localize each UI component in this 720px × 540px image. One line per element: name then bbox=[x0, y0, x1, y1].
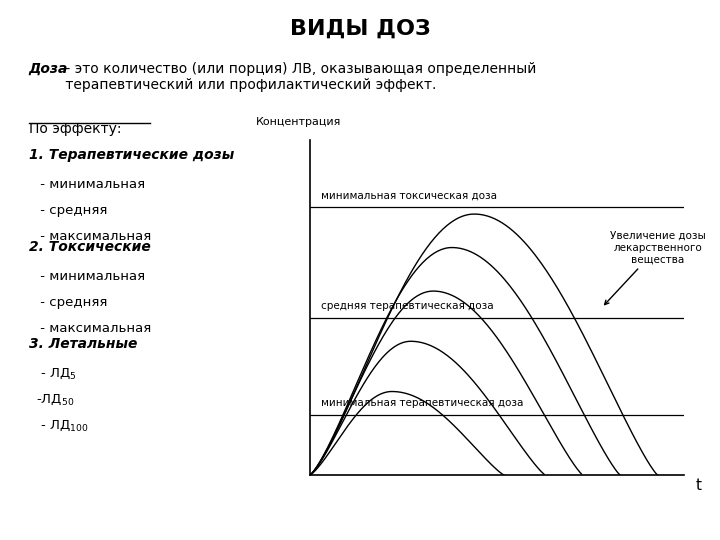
Text: минимальная токсическая доза: минимальная токсическая доза bbox=[321, 191, 497, 201]
Text: По эффекту:: По эффекту: bbox=[29, 122, 121, 136]
Text: средняя терапевтическая доза: средняя терапевтическая доза bbox=[321, 301, 493, 311]
Text: Доза: Доза bbox=[29, 62, 68, 76]
Text: - максимальная: - максимальная bbox=[36, 230, 151, 243]
Text: - минимальная: - минимальная bbox=[36, 270, 145, 283]
Text: - минимальная: - минимальная bbox=[36, 178, 145, 191]
Text: минимальная терапевтическая доза: минимальная терапевтическая доза bbox=[321, 398, 523, 408]
Text: 3. Летальные: 3. Летальные bbox=[29, 338, 138, 352]
Text: 1. Терапевтические дозы: 1. Терапевтические дозы bbox=[29, 148, 234, 163]
Text: - ЛД$_{100}$: - ЛД$_{100}$ bbox=[36, 419, 89, 433]
Text: -ЛД$_{50}$: -ЛД$_{50}$ bbox=[36, 393, 74, 407]
Text: Увеличение дозы
лекарственного
вещества: Увеличение дозы лекарственного вещества bbox=[605, 231, 706, 305]
Text: 2. Токсические: 2. Токсические bbox=[29, 240, 150, 254]
Text: - это количество (или порция) ЛВ, оказывающая определенный
 терапевтический или : - это количество (или порция) ЛВ, оказыв… bbox=[61, 62, 536, 92]
Text: - средняя: - средняя bbox=[36, 296, 107, 309]
Text: ВИДЫ ДОЗ: ВИДЫ ДОЗ bbox=[289, 19, 431, 39]
Text: - средняя: - средняя bbox=[36, 204, 107, 217]
Text: - ЛД$_5$: - ЛД$_5$ bbox=[36, 367, 76, 381]
Text: - максимальная: - максимальная bbox=[36, 322, 151, 335]
Text: t: t bbox=[696, 478, 701, 492]
Text: Концентрация: Концентрация bbox=[256, 117, 341, 127]
